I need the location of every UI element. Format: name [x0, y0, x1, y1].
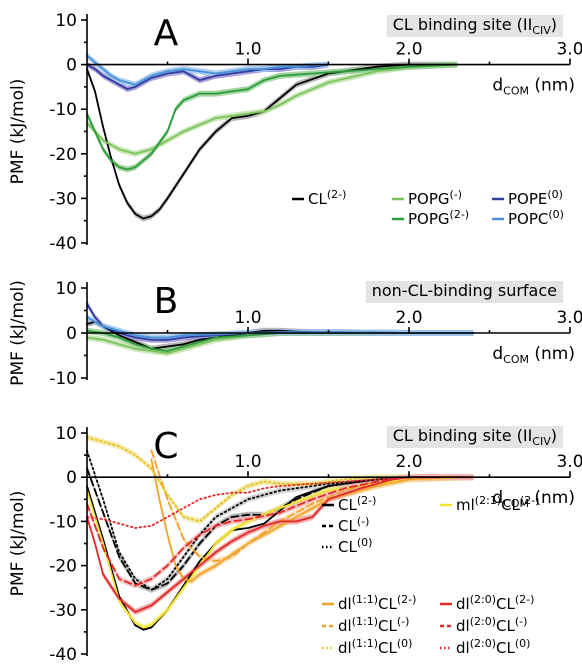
- panel-c-legend-label-8: dl(2:0)CL(-): [456, 615, 527, 635]
- panel-a-y-tick-label-5: -40: [49, 234, 77, 254]
- panel-a-y-tick-label-1: 0: [66, 56, 77, 76]
- panel-c-y-tick-label-3: -20: [49, 557, 77, 577]
- panel-a-series-line-0: [86, 63, 459, 220]
- panel-a-series-line-4: [86, 54, 330, 86]
- panel-a-series-line-2: [86, 63, 459, 171]
- panel-c-series-line-1: [86, 467, 475, 591]
- panel-c-legend-label-1: CL(-): [338, 515, 369, 535]
- panel-c-band-3: [87, 474, 474, 631]
- panel-c-legend-label-3: ml(2:1)CL(2-): [456, 494, 539, 514]
- panel-a-legend-label-4: POPC(0): [508, 208, 564, 228]
- panel-c-legend: CL(2-)CL(-)CL(0) ml(2:1)CL(2-) dl(1:1)CL(2…: [322, 494, 539, 657]
- panel-c-y-tick-label-0: 10: [55, 424, 77, 444]
- panel-c-x-axis-label: dCOM (nm): [492, 488, 575, 510]
- panel-b-x-tick-label-2: 3.0: [556, 308, 582, 328]
- panel-a-legend-label-2: POPG(2-): [408, 208, 469, 228]
- panel-b-y-tick-label-2: -10: [49, 369, 77, 389]
- panel-c-y-axis-label: PMF (kJ/mol): [8, 491, 28, 597]
- panel-a-y-axis-label: PMF (kJ/mol): [8, 79, 28, 185]
- panel-a-letter: A: [154, 13, 179, 54]
- panel-a: 10 0 -10 -20 -30 -40 1.0 2.0 3.0 dCOM (nm) PMF (kJ…: [8, 11, 582, 254]
- panel-c-legend-label-7: dl(2:0)CL(2-): [456, 593, 534, 613]
- panel-c-series-line-7: [86, 476, 475, 613]
- panel-c-legend-label-5: dl(1:1)CL(-): [338, 615, 409, 635]
- panel-a-legend: CL(2-) POPG(-)POPG(2-) POPE(0)POPC(0): [292, 188, 564, 228]
- panel-c-y-tick-label-4: -30: [49, 601, 77, 621]
- panel-b-letter: B: [154, 281, 179, 322]
- panel-c-letter: C: [153, 426, 178, 467]
- panel-a-title: CL binding site (IICIV): [393, 15, 557, 37]
- panel-c-y-tick-label-1: 0: [66, 468, 77, 488]
- panel-a-legend-label-3: POPE(0): [508, 188, 563, 208]
- panel-c-series-line-8: [86, 476, 475, 587]
- panel-a-series-line-3: [86, 63, 330, 90]
- panel-c-series-line-3: [86, 476, 475, 629]
- panel-c-title-box: [386, 426, 563, 448]
- panel-c-x-tick-label-1: 2.0: [395, 452, 422, 472]
- panel-a-series-line-1: [86, 63, 459, 155]
- panel-b-band-4: [87, 314, 474, 341]
- panel-c-series-line-5: [150, 449, 475, 563]
- panel-a-title-box: [386, 15, 563, 37]
- panel-c-legend-label-4: dl(1:1)CL(2-): [338, 593, 416, 613]
- panel-a-legend-label-1: POPG(-): [408, 188, 462, 208]
- panel-a-legend-label-0: CL(2-): [308, 188, 346, 208]
- panel-c-legend-label-6: dl(1:1)CL(0): [338, 637, 412, 657]
- panel-a-x-tick-label-2: 3.0: [556, 40, 582, 60]
- panel-c-series-line-6: [86, 436, 475, 523]
- panel-c-x-tick-label-2: 3.0: [556, 452, 582, 472]
- panel-c-legend-label-2: CL(0): [338, 536, 372, 556]
- panel-c-y-tick-label-2: -10: [49, 512, 77, 532]
- panel-b-x-tick-label-1: 2.0: [395, 308, 422, 328]
- panel-a-x-axis-label: dCOM (nm): [492, 76, 575, 98]
- panel-c-y-tick-label-5: -40: [49, 645, 77, 664]
- panel-a-y-tick-label-0: 10: [55, 11, 77, 31]
- panel-b-title-box: [365, 281, 563, 303]
- panel-c-band-5: [151, 447, 474, 565]
- panel-b-title: non-CL-binding surface: [372, 281, 557, 300]
- panel-a-y-tick-label-2: -10: [49, 100, 77, 120]
- panel-b-y-tick-label-0: 10: [55, 279, 77, 299]
- panel-a-x-tick-label-1: 2.0: [395, 40, 422, 60]
- panel-b-y-axis-label: PMF (kJ/mol): [8, 280, 28, 386]
- panel-b-x-tick-label-0: 1.0: [234, 308, 261, 328]
- panel-c-x-tick-label-0: 1.0: [234, 452, 261, 472]
- panel-c-title: CL binding site (IICIV): [393, 426, 557, 448]
- panel-a-y-tick-label-4: -30: [49, 189, 77, 209]
- panel-a-x-tick-label-0: 1.0: [234, 40, 261, 60]
- panel-b-series-line-4: [86, 316, 475, 339]
- panel-c-series-line-4: [150, 458, 459, 582]
- panel-c-legend-label-9: dl(2:0)CL(0): [456, 637, 530, 657]
- panel-c: 10 0 -10 -20 -30 -40 1.0 2.0 3.0 dCOM (nm) PMF (kJ…: [8, 424, 582, 664]
- panel-c-legend-label-0: CL(2-): [338, 494, 376, 514]
- panel-a-y-tick-label-3: -20: [49, 145, 77, 165]
- panel-c-series-line-9: [86, 476, 475, 529]
- panel-b-y-tick-label-1: 0: [66, 324, 77, 344]
- panel-b-x-axis-label: dCOM (nm): [492, 344, 575, 366]
